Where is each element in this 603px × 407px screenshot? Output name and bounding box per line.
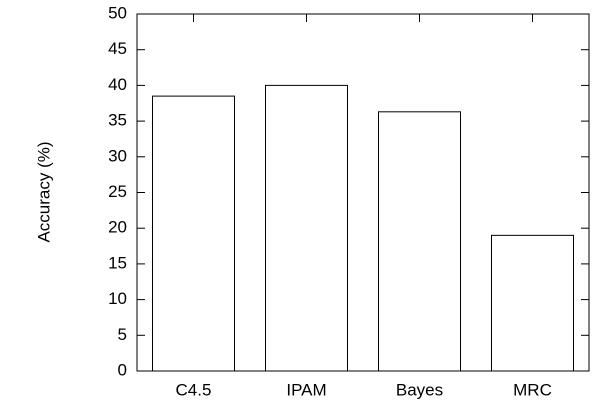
y-tick-label: 30: [108, 146, 127, 165]
y-tick-label: 10: [108, 289, 127, 308]
x-tick-label: Bayes: [396, 380, 443, 399]
y-tick-label: 25: [108, 182, 127, 201]
bar-bayes: [378, 111, 461, 372]
y-tick-label: 45: [108, 39, 127, 58]
x-tick-label: C4.5: [176, 380, 212, 399]
x-axis: C4.5 IPAM Bayes MRC: [176, 14, 552, 399]
x-tick-label: MRC: [513, 380, 552, 399]
y-axis: 0 5 10 15 20 25 30 35 40 45 50: [108, 3, 589, 379]
bar-ipam: [265, 84, 348, 372]
y-tick-label: 35: [108, 111, 127, 130]
y-tick-label: 50: [108, 3, 127, 22]
bar-c4-5: [152, 95, 235, 372]
y-tick-label: 15: [108, 253, 127, 272]
y-tick-label: 0: [118, 360, 127, 379]
x-tick-label: IPAM: [286, 380, 326, 399]
y-axis-title: Accuracy (%): [34, 141, 53, 242]
y-tick-label: 5: [118, 325, 127, 344]
bar-mrc: [491, 234, 574, 372]
y-tick-label: 20: [108, 218, 127, 237]
y-tick-label: 40: [108, 75, 127, 94]
bars: [152, 84, 574, 372]
